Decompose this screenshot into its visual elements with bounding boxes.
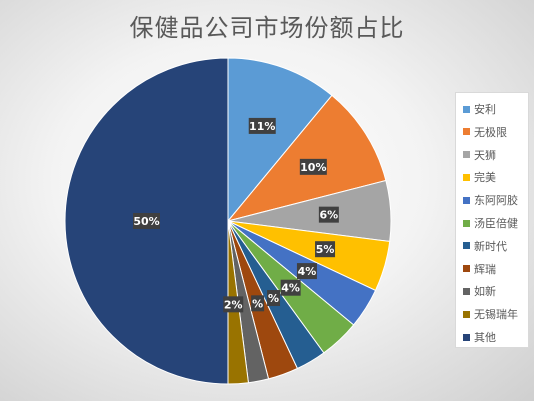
legend-label: 完美	[474, 171, 496, 185]
legend-label: 汤臣倍健	[474, 217, 518, 230]
chart-legend: 安利无极限天狮完美东阿阿胶汤臣倍健新时代辉瑞如新无锡瑞年其他	[455, 92, 529, 348]
svg-text:6%: 6%	[320, 209, 339, 222]
svg-text:%: %	[268, 292, 279, 305]
legend-label: 东阿阿胶	[474, 194, 518, 208]
legend-item-10: 无锡瑞年	[463, 307, 518, 321]
legend-label: 新时代	[474, 239, 507, 253]
legend-swatch	[463, 196, 470, 204]
legend-item-6: 汤臣倍健	[463, 216, 518, 230]
legend-swatch	[463, 173, 470, 181]
svg-text:%: %	[252, 297, 263, 310]
svg-text:5%: 5%	[316, 243, 335, 256]
legend-swatch	[463, 265, 470, 273]
data-label-7: %	[267, 290, 281, 307]
legend-item-8: 辉瑞	[463, 262, 496, 276]
legend-label: 辉瑞	[474, 262, 496, 276]
legend-item-3: 天狮	[463, 148, 496, 162]
pie-slice-1	[227, 57, 333, 223]
legend-item-4: 完美	[463, 170, 496, 184]
svg-text:11%: 11%	[249, 120, 275, 133]
legend-swatch	[463, 287, 470, 295]
data-label-2: 10%	[299, 158, 327, 175]
legend-swatch	[463, 310, 470, 318]
pie-slice-2	[226, 94, 387, 222]
svg-text:50%: 50%	[133, 215, 159, 228]
legend-item-11: 其他	[463, 330, 496, 344]
legend-item-1: 安利	[463, 102, 496, 116]
legend-label: 无锡瑞年	[474, 308, 518, 322]
svg-text:4%: 4%	[281, 282, 300, 295]
chart-title: 保健品公司市场份额占比	[129, 14, 405, 42]
legend-swatch	[463, 333, 470, 341]
legend-label: 无极限	[474, 125, 507, 139]
legend-item-9: 如新	[463, 284, 496, 298]
legend-label: 天狮	[474, 148, 496, 162]
legend-item-5: 东阿阿胶	[463, 193, 518, 207]
svg-text:2%: 2%	[224, 298, 243, 311]
svg-text:4%: 4%	[298, 265, 317, 278]
legend-swatch	[463, 219, 470, 227]
legend-swatch	[463, 105, 470, 113]
data-label-5: 4%	[296, 263, 317, 280]
svg-text:10%: 10%	[300, 161, 326, 174]
data-label-11: 50%	[133, 213, 160, 229]
data-label-1: 11%	[248, 117, 276, 134]
legend-item-7: 新时代	[463, 239, 507, 253]
legend-swatch	[463, 128, 470, 136]
data-label-6: 4%	[280, 279, 301, 296]
data-label-3: 6%	[318, 206, 339, 223]
data-label-10: 2%	[223, 296, 244, 313]
legend-swatch	[463, 242, 470, 250]
legend-label: 如新	[474, 285, 496, 299]
data-label-8: %	[251, 295, 265, 312]
legend-item-2: 无极限	[463, 125, 507, 139]
legend-label: 其他	[474, 331, 496, 344]
legend-label: 安利	[474, 103, 496, 116]
legend-swatch	[463, 151, 470, 159]
data-label-4: 5%	[315, 241, 336, 258]
